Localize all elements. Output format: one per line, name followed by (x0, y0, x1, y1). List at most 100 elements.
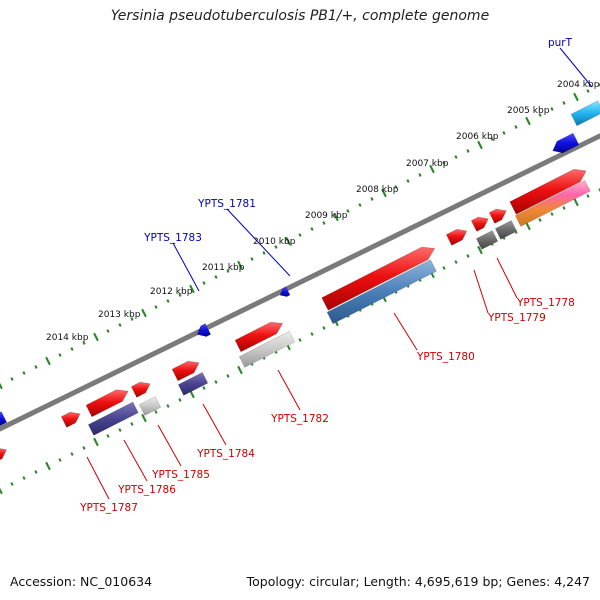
genome-summary-text: Topology: circular; Length: 4,695,619 bp… (246, 574, 590, 589)
kbp-label: 2006 kbp (456, 132, 499, 142)
ruler-minor-tick (154, 305, 158, 309)
gene-feature-block (514, 179, 591, 227)
forward-gene-arrow (488, 208, 507, 224)
ruler-minor-tick (58, 353, 62, 357)
ruler-minor-tick (70, 452, 74, 456)
ruler-minor-tick (178, 398, 182, 402)
ruler-major-tick (189, 284, 195, 294)
ruler-major-tick (525, 221, 531, 231)
ruler-major-tick (525, 116, 531, 126)
ruler-minor-tick (82, 446, 86, 450)
genome-backbone (0, 133, 600, 432)
gene-label: YPTS_1781 (197, 198, 256, 210)
ruler-minor-tick (214, 275, 218, 279)
gene-label: purT (548, 37, 573, 49)
ruler-minor-tick (466, 149, 470, 153)
ruler-minor-tick (322, 326, 326, 330)
ruler-minor-tick (502, 131, 506, 135)
ruler-minor-tick (358, 203, 362, 207)
gene-label: YPTS_1780 (416, 351, 475, 363)
forward-gene-arrow (171, 360, 200, 382)
gene-label: YPTS_1783 (143, 232, 202, 244)
gene-label: YPTS_1784 (196, 448, 255, 460)
ruler-major-tick (477, 140, 483, 150)
ruler-minor-tick (226, 374, 230, 378)
gene-feature-block (494, 220, 518, 240)
reverse-gene-arrow (279, 286, 291, 297)
gene-feature-block (177, 371, 209, 396)
forward-gene-arrow (445, 228, 468, 246)
ruler-minor-tick (550, 107, 554, 111)
forward-gene-arrow (60, 411, 81, 428)
forward-gene-arrow (321, 246, 436, 311)
ruler-minor-tick (118, 323, 122, 327)
ruler-minor-tick (34, 470, 38, 474)
gene-label: YPTS_1787 (79, 502, 138, 514)
ruler-minor-tick (274, 245, 278, 249)
kbp-label: 2013 kbp (98, 310, 141, 320)
ruler-major-tick (0, 382, 3, 390)
label-leader-line (202, 403, 227, 446)
gene-label: YPTS_1779 (487, 312, 546, 324)
forward-gene-arrow (234, 321, 284, 353)
ruler-minor-tick (538, 218, 542, 222)
ruler-major-tick (237, 260, 243, 270)
ruler-minor-tick (310, 332, 314, 336)
ruler-minor-tick (442, 161, 446, 165)
gene-feature-block (238, 330, 296, 368)
ruler-minor-tick (490, 137, 494, 141)
ruler-major-tick (93, 437, 99, 447)
label-leader-line (496, 257, 518, 299)
ruler-minor-tick (22, 371, 26, 375)
ruler-minor-tick (538, 113, 542, 117)
ruler-minor-tick (442, 266, 446, 270)
ruler-minor-tick (130, 422, 134, 426)
label-leader-line (559, 47, 593, 88)
ruler-minor-tick (394, 185, 398, 189)
ruler-major-tick (141, 413, 147, 423)
gene-label: YPTS_1778 (516, 297, 575, 309)
ruler-major-tick (573, 92, 579, 102)
kbp-label: 2007 kbp (406, 159, 449, 169)
ruler-minor-tick (250, 257, 254, 261)
ruler-minor-tick (562, 101, 566, 105)
ruler-minor-tick (106, 434, 110, 438)
ruler-minor-tick (166, 299, 170, 303)
ruler-major-tick (381, 188, 387, 198)
ruler-major-tick (45, 356, 51, 366)
gene-label: YPTS_1782 (270, 413, 329, 425)
ruler-minor-tick (466, 254, 470, 258)
ruler-minor-tick (10, 377, 14, 381)
forward-gene-arrow (0, 448, 7, 461)
ruler-minor-tick (154, 410, 158, 414)
ruler-major-tick (477, 245, 483, 255)
ruler-minor-tick (514, 125, 518, 129)
ruler-minor-tick (166, 404, 170, 408)
ruler-minor-tick (118, 428, 122, 432)
gene-feature-block (326, 259, 437, 325)
label-leader-line (226, 208, 291, 277)
ruler-minor-tick (58, 458, 62, 462)
ruler-minor-tick (106, 329, 110, 333)
ruler-minor-tick (346, 209, 350, 213)
ruler-major-tick (141, 308, 147, 318)
ruler-major-tick (45, 461, 51, 471)
ruler-major-tick (285, 236, 291, 246)
forward-gene-arrow (509, 168, 587, 215)
ruler-minor-tick (178, 293, 182, 297)
accession-text: Accession: NC_010634 (10, 574, 153, 589)
gene-feature-block (475, 230, 499, 250)
ruler-minor-tick (298, 338, 302, 342)
kbp-label: 2010 kbp (253, 237, 296, 247)
ruler-minor-tick (34, 365, 38, 369)
ruler-minor-tick (322, 221, 326, 225)
kbp-label: 2005 kbp (507, 106, 550, 116)
gene-feature-block (570, 100, 600, 127)
forward-gene-arrow (85, 389, 129, 418)
ruler-major-tick (93, 332, 99, 342)
ruler-minor-tick (550, 212, 554, 216)
ruler-major-tick (0, 487, 3, 495)
ruler-major-tick (573, 197, 579, 207)
